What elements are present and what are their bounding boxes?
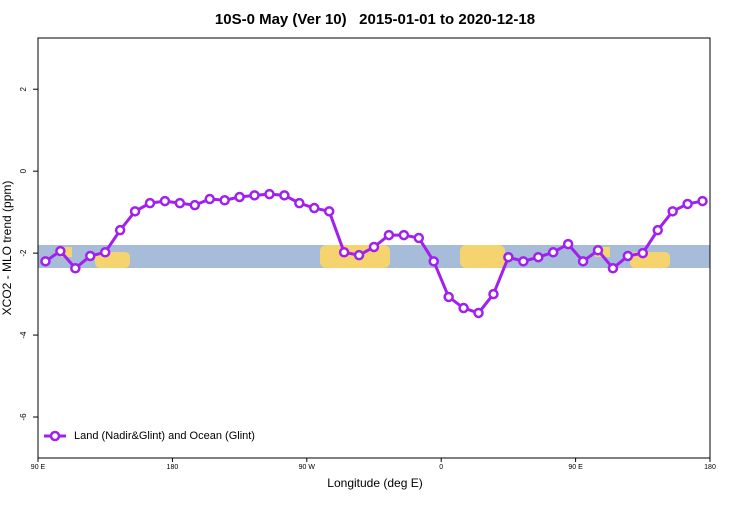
point [70,263,81,274]
x-axis-label: Longitude (deg E) [327,476,422,490]
point [503,251,514,263]
point [279,190,290,201]
point [323,206,335,217]
point [488,288,499,300]
point [55,245,66,257]
x-tick-label: 0 [439,464,443,471]
point [562,238,574,250]
y-tick-label: -4 [19,331,28,339]
point [114,224,126,236]
y-tick-label: 2 [19,86,28,91]
point [592,245,604,256]
point [189,199,201,211]
point [652,224,663,236]
point [85,250,96,262]
x-tick-label: 180 [167,464,179,471]
point [473,307,484,319]
point [547,247,559,258]
point [249,190,260,201]
point [159,195,171,207]
point [174,197,186,209]
point [309,202,320,214]
y-axis-label: XCO2 - MLO trend (ppm) [0,181,14,316]
point [533,251,544,263]
x-tick-label: 90 E [568,464,583,471]
point [219,195,230,206]
x-tick-label: 90 E [31,464,46,471]
y-tick-label: -2 [19,249,28,257]
point [40,256,51,267]
point [144,197,156,209]
point [413,232,425,244]
point [353,249,365,261]
legend-label: Land (Nadir&Glint) and Ocean (Glint) [74,430,255,442]
point [129,206,141,217]
point [682,198,693,210]
plot-frame [37,37,711,459]
point [338,247,350,258]
point [294,197,305,209]
y-tick-label: -6 [19,413,28,421]
point [204,193,215,205]
chart-title: 10S-0 May (Ver 10) 2015-01-01 to 2020-12… [215,11,535,28]
point [264,188,275,200]
point [428,256,439,267]
point [383,229,395,241]
point [398,229,410,241]
point [99,247,111,258]
point [234,191,245,203]
point [577,256,589,267]
x-tick-label: 180 [704,464,716,471]
point [368,241,380,253]
point [607,263,619,274]
legend-marker [49,430,61,442]
y-tick-label: 0 [19,168,28,173]
point [458,302,469,314]
point [637,247,649,259]
point [697,195,708,207]
point [667,206,678,217]
point [622,250,634,262]
x-tick-label: 90 W [299,464,316,471]
point [518,256,529,267]
point [443,291,454,303]
